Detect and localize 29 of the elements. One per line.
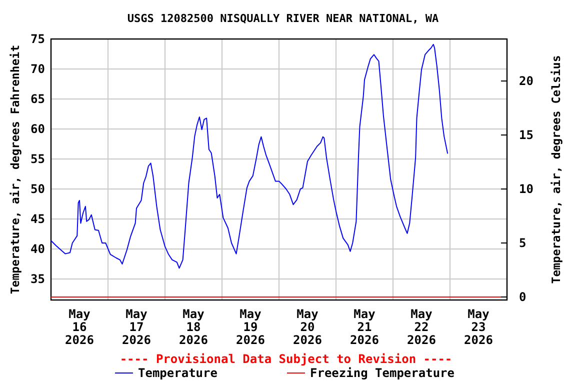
legend-label: Freezing Temperature bbox=[310, 366, 454, 380]
y-tick-label: 50 bbox=[30, 182, 45, 196]
x-tick-label: May 17 2026 bbox=[122, 307, 151, 347]
x-tick-label: May 23 2026 bbox=[464, 307, 493, 347]
x-tick-label: May 18 2026 bbox=[179, 307, 208, 347]
x-tick-label: May 16 2026 bbox=[65, 307, 94, 347]
y2-tick-label: 10 bbox=[519, 182, 534, 196]
y2-tick-label: 20 bbox=[519, 74, 534, 88]
y2-axis-title: Temperature, air, degrees Celsius bbox=[549, 55, 563, 284]
y-axis-title: Temperature, air, degrees Fahrenheit bbox=[8, 44, 22, 294]
y-tick-label: 35 bbox=[30, 272, 45, 286]
y-tick-label: 40 bbox=[30, 242, 45, 256]
line-series bbox=[50, 44, 448, 269]
y-tick-label: 55 bbox=[30, 152, 45, 166]
y-tick-label: 45 bbox=[30, 212, 45, 226]
y-tick-label: 75 bbox=[30, 32, 45, 46]
y-tick-label: 70 bbox=[30, 62, 45, 76]
x-tick-label: May 19 2026 bbox=[236, 307, 265, 347]
x-tick-label: May 20 2026 bbox=[293, 307, 322, 347]
y2-tick-label: 0 bbox=[519, 290, 526, 304]
y2-tick-label: 15 bbox=[519, 128, 534, 142]
x-tick-label: May 21 2026 bbox=[350, 307, 379, 347]
y-tick-label: 65 bbox=[30, 92, 45, 106]
x-tick-label: May 22 2026 bbox=[407, 307, 436, 347]
legend-label: Temperature bbox=[138, 366, 218, 380]
text: ---- Provisional Data Subject to Revision ---- bbox=[120, 352, 452, 366]
chart-title: USGS 12082500 NISQUALLY RIVER NEAR NATIONAL, WA bbox=[127, 12, 440, 25]
y-tick-label: 60 bbox=[30, 122, 45, 136]
y2-tick-label: 5 bbox=[519, 236, 526, 250]
